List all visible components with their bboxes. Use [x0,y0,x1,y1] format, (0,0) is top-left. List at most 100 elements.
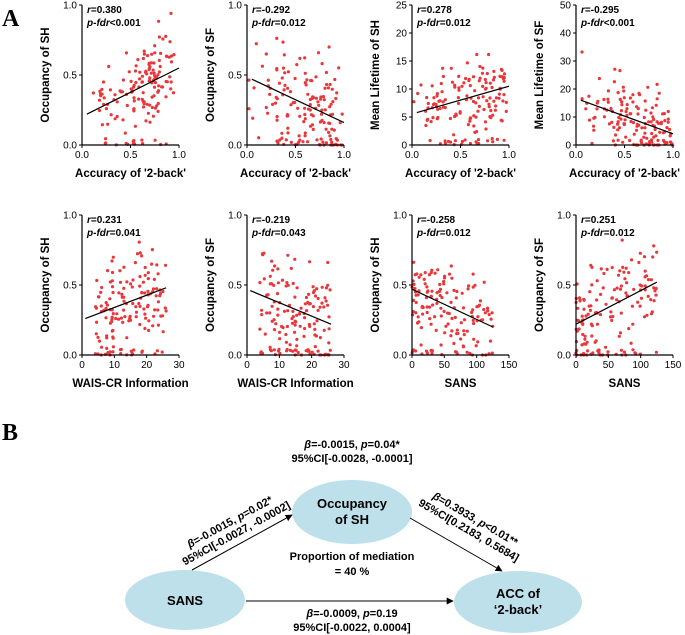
data-point [327,327,331,331]
data-point [419,83,423,87]
data-point [309,113,314,117]
data-point [106,122,110,126]
data-point [478,299,482,303]
node-occupancy-sh [292,480,412,544]
data-point [492,69,496,73]
data-point [417,275,421,279]
data-point [634,128,639,132]
data-point [655,82,659,86]
data-point [94,332,98,336]
data-point [612,288,617,292]
data-point [453,315,457,320]
data-point [142,52,146,56]
data-point [153,51,157,55]
data-point [121,118,125,122]
data-point [298,324,302,328]
data-point [607,122,612,126]
data-point [159,51,163,56]
data-point [99,290,103,294]
data-point [152,61,156,65]
data-point [663,119,667,123]
data-point [434,328,438,332]
data-point [165,54,169,59]
data-point [282,88,286,92]
y-tick-label: 10 [560,113,572,124]
data-point [111,345,115,349]
data-point [465,61,469,65]
data-point [436,115,440,120]
data-point [470,310,474,315]
x-tick-label: 20 [141,360,153,371]
y-tick-label: 0.0 [63,141,77,152]
data-point [326,283,330,287]
data-point [158,64,162,69]
data-point [276,267,280,271]
data-point [97,108,102,113]
y-tick-label: 0.0 [63,351,77,362]
data-point [105,303,109,307]
data-point [115,114,119,119]
node-sans-label: SANS [167,593,203,608]
data-point [618,331,623,335]
data-point [288,90,293,94]
data-point [326,260,330,265]
data-point [636,106,640,111]
data-point [471,99,476,104]
data-point [133,124,137,128]
data-point [100,285,104,290]
data-point [465,350,469,354]
data-point [476,96,481,100]
data-point [303,56,307,60]
data-point [104,137,108,141]
data-point [146,303,150,307]
data-point [419,343,423,347]
data-point [122,295,126,299]
data-point [131,278,135,282]
data-point [303,302,307,306]
data-point [488,96,492,100]
data-point [482,307,486,312]
data-point [119,316,123,320]
y-tick-label: 0.5 [228,71,242,82]
data-point [428,305,432,309]
data-point [629,341,633,345]
data-point [426,101,430,106]
data-point [621,140,625,144]
data-point [599,292,603,296]
x-tick-label: 1.0 [172,150,186,161]
data-point [308,260,312,264]
x-tick-label: 0.5 [618,150,632,161]
x-tick-label: 20 [306,360,318,371]
data-point [580,97,584,101]
data-point [492,75,496,79]
data-point [295,337,299,341]
data-point [462,329,466,333]
data-point [270,319,274,323]
node-acc-label-2: ‘2-back’ [494,602,542,617]
y-tick-label: 15 [396,57,408,68]
data-point [493,108,497,112]
scatter-chart-8: 0 50 100 150 0.0 0.5 1.0 SANS Occupancy of SF r=0… [534,211,682,391]
data-point [319,137,323,141]
data-point [275,139,279,143]
data-point [487,105,491,109]
data-point [282,309,287,313]
data-point [132,139,136,143]
stat-p: p-fdr<0.001 [580,18,635,29]
data-point [293,330,297,334]
data-point [462,333,466,337]
data-point [148,65,152,69]
data-point [455,328,459,332]
data-point [262,277,266,281]
data-point [280,278,285,282]
data-point [583,334,587,338]
data-point [311,127,315,131]
data-point [430,349,434,353]
data-point [430,289,434,293]
data-point [595,279,599,283]
data-point [445,291,449,295]
data-point [280,324,284,329]
indirect-effect-line2: 95%CI[-0.0028, -0.0001] [291,453,412,465]
data-point [328,121,332,125]
data-point [582,298,586,302]
